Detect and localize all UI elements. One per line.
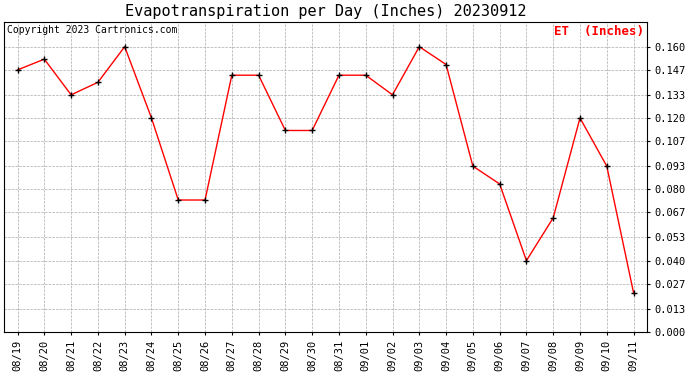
- Title: Evapotranspiration per Day (Inches) 20230912: Evapotranspiration per Day (Inches) 2023…: [125, 4, 526, 19]
- Text: Copyright 2023 Cartronics.com: Copyright 2023 Cartronics.com: [8, 25, 178, 35]
- Text: ET  (Inches): ET (Inches): [554, 25, 644, 38]
